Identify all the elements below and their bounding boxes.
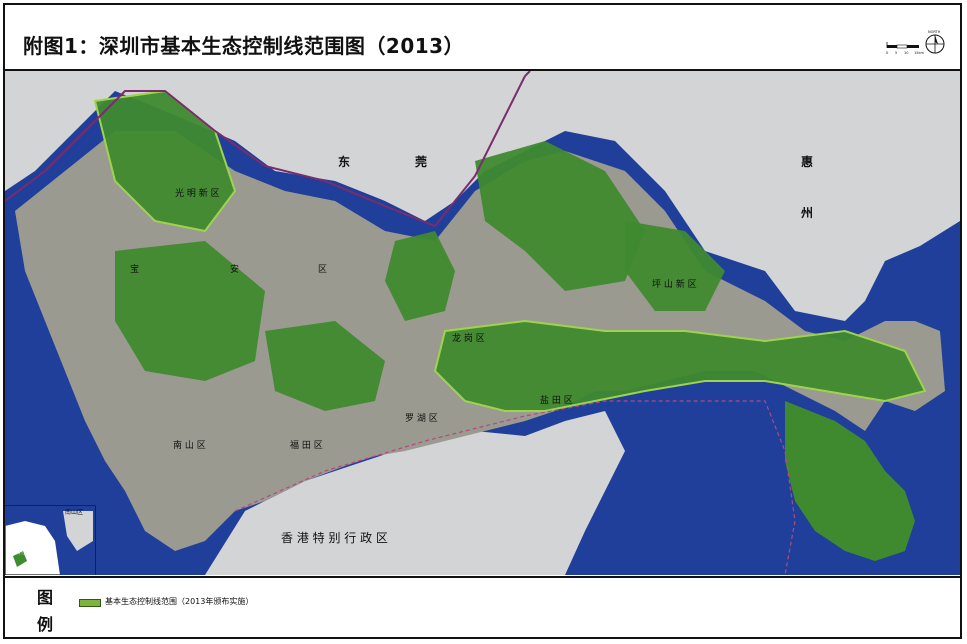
label-nanshan-inset: 南山区 — [65, 509, 84, 516]
north-land — [5, 71, 960, 321]
legend-title-2: 例 — [37, 615, 54, 634]
label-baoan-3: 区 — [318, 265, 328, 275]
ecological-green-areas — [95, 91, 925, 411]
sea-boundary — [234, 400, 796, 575]
scale-tick-1: 5 — [895, 51, 897, 55]
inset-land — [63, 511, 93, 551]
hongkong-land — [205, 411, 625, 575]
map-canvas: 东 莞 惠 州 光 明 新 区 宝 安 区 坪 山 新 区 龙 岗 区 盐 田 … — [5, 71, 960, 575]
label-inset-note: 内伶仃岛 — [11, 550, 32, 556]
label-yantian: 盐 田 区 — [540, 396, 573, 406]
label-futian: 福 田 区 — [290, 441, 323, 451]
label-huizhou-1: 惠 — [801, 155, 814, 169]
label-huizhou-2: 州 — [801, 206, 814, 220]
label-baoan-2: 安 — [230, 265, 240, 275]
legend-item-label: 基本生态控制线范围（2013年颁布实施） — [105, 597, 254, 606]
admin-boundary — [5, 75, 526, 228]
map-title: 附图1：深圳市基本生态控制线范围图（2013） — [23, 34, 465, 58]
scale-bar: 0 5 10 15km NORTH — [885, 27, 961, 57]
legend-title-1: 图 — [37, 588, 54, 607]
north-arrow-icon — [925, 34, 945, 54]
label-hongkong: 香 港 特 别 行 政 区 — [281, 531, 388, 545]
label-luohu: 罗 湖 区 — [405, 414, 438, 424]
legend-swatch — [79, 599, 101, 607]
scale-tick-2: 10 — [904, 51, 908, 55]
eco-line-2 — [433, 319, 927, 412]
map-header: 附图1：深圳市基本生态控制线范围图（2013） — [3, 3, 962, 71]
label-nanshan: 南 山 区 — [173, 441, 206, 451]
north-label: NORTH — [928, 30, 941, 34]
label-baoan-1: 宝 — [130, 265, 140, 275]
label-pingshan: 坪 山 新 区 — [652, 280, 697, 290]
label-dongguan-1: 东 — [338, 155, 351, 169]
label-guangming: 光 明 新 区 — [175, 189, 220, 199]
scale-tick-0: 0 — [886, 51, 888, 55]
scale-bar-graphic — [886, 42, 919, 49]
scale-tick-3: 15km — [914, 51, 924, 55]
label-longgang: 龙 岗 区 — [452, 334, 485, 344]
dapeng-peninsula — [785, 401, 915, 561]
label-dongguan-2: 莞 — [415, 155, 428, 169]
inset-island — [13, 551, 27, 567]
legend: 图 例 基本生态控制线范围（2013年颁布实施） — [3, 576, 962, 639]
